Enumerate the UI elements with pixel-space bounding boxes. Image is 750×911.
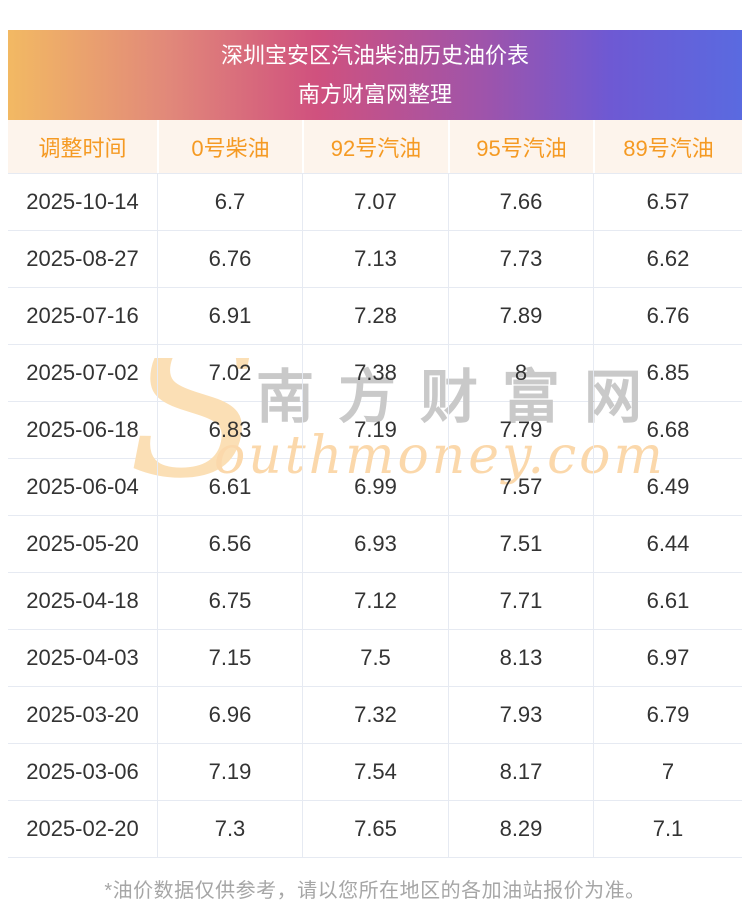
date-cell: 2025-07-16 xyxy=(26,303,139,328)
table-row: 2025-08-27 6.76 7.13 7.73 6.62 xyxy=(8,231,742,288)
date-cell: 2025-07-02 xyxy=(26,360,139,385)
price-cell: 6.61 xyxy=(157,459,302,515)
date-cell: 2025-08-27 xyxy=(26,246,139,271)
price-cell: 6.99 xyxy=(302,459,448,515)
table-row: 2025-10-14 6.7 7.07 7.66 6.57 xyxy=(8,174,742,231)
price-cell: 6.96 xyxy=(157,687,302,743)
column-header-0: 调整时间 xyxy=(38,135,127,161)
price-cell: 7.38 xyxy=(302,345,448,401)
table-row: 2025-07-16 6.91 7.28 7.89 6.76 xyxy=(8,288,742,345)
price-cell: 7.54 xyxy=(302,744,448,800)
date-cell: 2025-02-20 xyxy=(26,816,139,841)
table-row: 2025-02-20 7.3 7.65 8.29 7.1 xyxy=(8,801,742,858)
column-header-4: 89号汽油 xyxy=(593,120,742,173)
price-cell: 7.19 xyxy=(157,744,302,800)
price-cell: 7.89 xyxy=(448,288,593,344)
price-cell: 7.19 xyxy=(302,402,448,458)
price-cell: 6.76 xyxy=(157,231,302,287)
price-cell: 7.66 xyxy=(448,174,593,230)
table-row: 2025-06-18 6.83 7.19 7.79 6.68 xyxy=(8,402,742,459)
price-cell: 6.7 xyxy=(157,174,302,230)
table-row: 2025-04-18 6.75 7.12 7.71 6.61 xyxy=(8,573,742,630)
price-cell: 6.49 xyxy=(593,459,742,515)
table-body: 2025-10-14 6.7 7.07 7.66 6.57 2025-08-27 6.76 7… xyxy=(8,174,742,858)
footnote: *油价数据仅供参考，请以您所在地区的各加油站报价为准。 xyxy=(104,880,646,902)
table-header-row: 调整时间 0号柴油 92号汽油 95号汽油 89号汽油 xyxy=(8,120,742,174)
page-title: 深圳宝安区汽油柴油历史油价表 xyxy=(220,42,529,68)
price-table: 调整时间 0号柴油 92号汽油 95号汽油 89号汽油 2025-10-14 6.7 7.0… xyxy=(8,120,742,858)
price-cell: 7.13 xyxy=(302,231,448,287)
price-cell: 7.1 xyxy=(593,801,742,857)
price-cell: 6.97 xyxy=(593,630,742,686)
column-header-3: 95号汽油 xyxy=(448,120,593,173)
price-cell: 6.76 xyxy=(593,288,742,344)
date-cell: 2025-03-06 xyxy=(26,759,139,784)
price-cell: 6.57 xyxy=(593,174,742,230)
price-cell: 6.62 xyxy=(593,231,742,287)
price-cell: 6.68 xyxy=(593,402,742,458)
price-cell: 8.17 xyxy=(448,744,593,800)
price-cell: 7.32 xyxy=(302,687,448,743)
price-cell: 8.29 xyxy=(448,801,593,857)
price-cell: 6.56 xyxy=(157,516,302,572)
table-row: 2025-03-06 7.19 7.54 8.17 7 xyxy=(8,744,742,801)
price-cell: 7.3 xyxy=(157,801,302,857)
price-cell: 6.75 xyxy=(157,573,302,629)
price-cell: 6.44 xyxy=(593,516,742,572)
date-cell: 2025-03-20 xyxy=(26,702,139,727)
column-header-1: 0号柴油 xyxy=(157,120,302,173)
table-row: 2025-06-04 6.61 6.99 7.57 6.49 xyxy=(8,459,742,516)
date-cell: 2025-04-18 xyxy=(26,588,139,613)
page-subtitle: 南方财富网整理 xyxy=(297,81,452,107)
price-cell: 6.91 xyxy=(157,288,302,344)
table-row: 2025-05-20 6.56 6.93 7.51 6.44 xyxy=(8,516,742,573)
price-cell: 7.71 xyxy=(448,573,593,629)
price-cell: 7.02 xyxy=(157,345,302,401)
date-cell: 2025-06-18 xyxy=(26,417,139,442)
date-cell: 2025-06-04 xyxy=(26,474,139,499)
price-cell: 7.28 xyxy=(302,288,448,344)
price-cell: 7 xyxy=(593,744,742,800)
table-row: 2025-03-20 6.96 7.32 7.93 6.79 xyxy=(8,687,742,744)
table-row: 2025-04-03 7.15 7.5 8.13 6.97 xyxy=(8,630,742,687)
price-cell: 7.5 xyxy=(302,630,448,686)
price-cell: 7.15 xyxy=(157,630,302,686)
price-cell: 7.73 xyxy=(448,231,593,287)
price-cell: 7.07 xyxy=(302,174,448,230)
price-cell: 6.93 xyxy=(302,516,448,572)
price-cell: 6.85 xyxy=(593,345,742,401)
table-banner: 深圳宝安区汽油柴油历史油价表 南方财富网整理 xyxy=(8,30,742,120)
date-cell: 2025-05-20 xyxy=(26,531,139,556)
price-cell: 6.79 xyxy=(593,687,742,743)
price-cell: 6.83 xyxy=(157,402,302,458)
price-cell: 7.93 xyxy=(448,687,593,743)
price-cell: 7.12 xyxy=(302,573,448,629)
price-cell: 7.57 xyxy=(448,459,593,515)
price-cell: 8 xyxy=(448,345,593,401)
table-row: 2025-07-02 7.02 7.38 8 6.85 xyxy=(8,345,742,402)
price-cell: 8.13 xyxy=(448,630,593,686)
price-cell: 7.65 xyxy=(302,801,448,857)
price-cell: 6.61 xyxy=(593,573,742,629)
date-cell: 2025-10-14 xyxy=(26,189,139,214)
date-cell: 2025-04-03 xyxy=(26,645,139,670)
column-header-2: 92号汽油 xyxy=(302,120,448,173)
price-cell: 7.51 xyxy=(448,516,593,572)
price-cell: 7.79 xyxy=(448,402,593,458)
